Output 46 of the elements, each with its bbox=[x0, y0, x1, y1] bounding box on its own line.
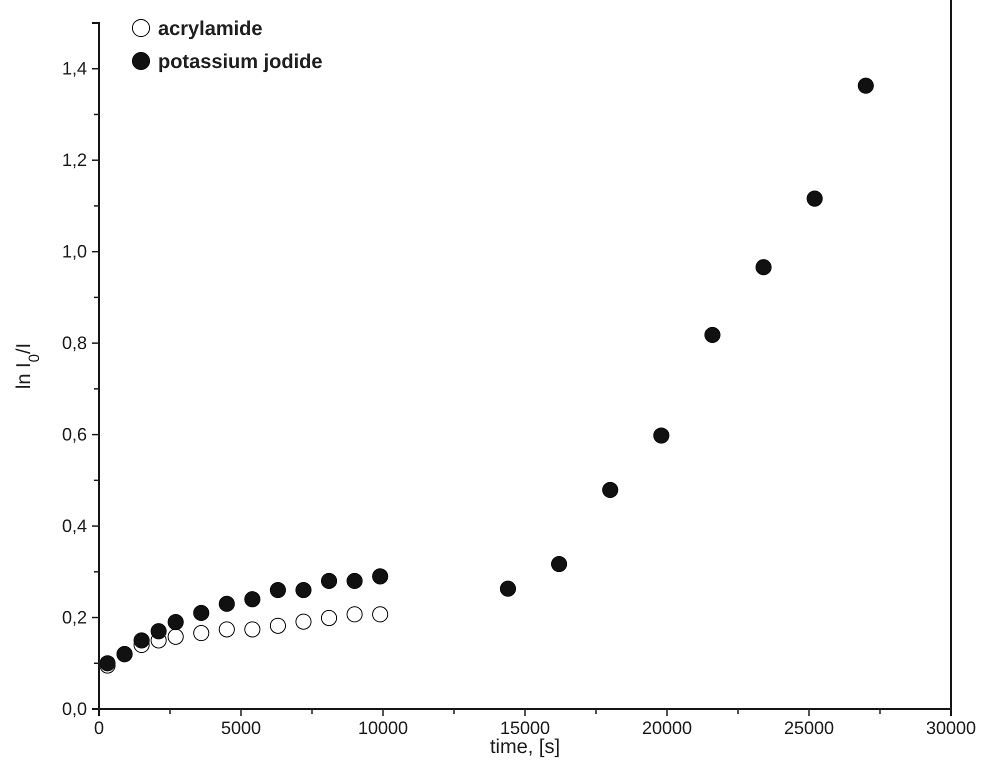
y-tick-label: 0,8 bbox=[62, 332, 87, 353]
point bbox=[704, 326, 721, 343]
point bbox=[270, 582, 286, 598]
x-axis-title: time, [s] bbox=[490, 736, 560, 758]
y-tick-label: 0,6 bbox=[62, 424, 87, 444]
y-tick-label: 1,2 bbox=[62, 150, 87, 170]
point bbox=[346, 606, 363, 622]
y-tick-label: 0,2 bbox=[62, 607, 87, 628]
x-tick-label: 20000 bbox=[642, 718, 692, 738]
point bbox=[346, 572, 363, 589]
legend-label: acrylamide bbox=[158, 18, 263, 40]
y-tick-label: 1,4 bbox=[62, 58, 87, 78]
point bbox=[858, 78, 874, 94]
x-tick-label: 15000 bbox=[500, 718, 550, 738]
point bbox=[193, 625, 210, 642]
point bbox=[806, 190, 823, 207]
point bbox=[320, 610, 338, 626]
point bbox=[602, 482, 618, 498]
x-tick-label: 10000 bbox=[358, 718, 408, 738]
point bbox=[168, 628, 184, 645]
point bbox=[134, 632, 150, 648]
point bbox=[295, 582, 312, 598]
x-tick-label: 0 bbox=[94, 718, 104, 738]
point bbox=[372, 606, 388, 622]
point bbox=[653, 427, 670, 444]
y-tick-label: 0,4 bbox=[62, 516, 87, 536]
point bbox=[320, 572, 338, 589]
point bbox=[150, 623, 167, 640]
x-tick-label: 5000 bbox=[220, 718, 262, 738]
y-tick-label: 1,0 bbox=[62, 241, 87, 262]
point bbox=[168, 614, 184, 630]
point bbox=[244, 591, 260, 608]
point bbox=[270, 618, 286, 634]
x-tick-label: 25000 bbox=[784, 718, 834, 738]
legend-label: potassium jodide bbox=[158, 51, 322, 73]
point bbox=[755, 259, 772, 276]
point bbox=[218, 621, 235, 638]
point bbox=[244, 621, 260, 638]
point bbox=[551, 556, 568, 572]
point bbox=[295, 614, 312, 630]
y-tick-label: 0,0 bbox=[62, 698, 87, 719]
x-tick-label: 30000 bbox=[926, 718, 976, 738]
point bbox=[372, 568, 388, 584]
point bbox=[193, 604, 210, 622]
point bbox=[218, 596, 235, 612]
point bbox=[500, 580, 516, 597]
